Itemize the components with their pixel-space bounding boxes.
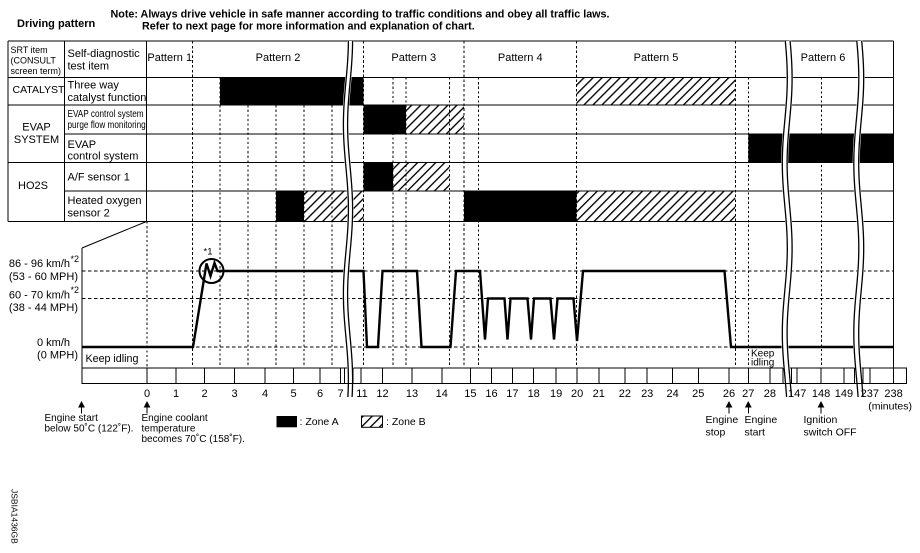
svg-text:Pattern 3: Pattern 3	[391, 52, 436, 64]
svg-text:18: 18	[528, 388, 540, 400]
svg-text:Driving pattern: Driving pattern	[17, 18, 96, 30]
svg-text:24: 24	[666, 388, 678, 400]
svg-text:idling: idling	[751, 358, 774, 369]
svg-text:(38 - 44 MPH): (38 - 44 MPH)	[9, 302, 78, 314]
svg-text:Pattern 6: Pattern 6	[801, 52, 846, 64]
svg-text:Heated oxygen: Heated oxygen	[68, 195, 142, 207]
svg-text:start: start	[745, 427, 766, 439]
svg-text:238: 238	[884, 388, 902, 400]
svg-text:SRT item: SRT item	[11, 45, 48, 55]
svg-text:19: 19	[550, 388, 562, 400]
svg-text:temperature: temperature	[142, 424, 196, 435]
svg-text:CATALYST: CATALYST	[13, 84, 66, 96]
svg-text:Ignition: Ignition	[804, 414, 838, 426]
svg-text:purge flow monitoring: purge flow monitoring	[68, 119, 146, 130]
svg-text:Keep: Keep	[751, 349, 775, 360]
svg-text:JSBIA1436GB: JSBIA1436GB	[10, 489, 20, 544]
svg-text:16: 16	[485, 388, 497, 400]
svg-text:4: 4	[262, 388, 268, 400]
svg-text:60 - 70 km/h: 60 - 70 km/h	[9, 290, 70, 302]
svg-text:: Zone A: : Zone A	[300, 416, 339, 428]
svg-text:12: 12	[376, 388, 388, 400]
svg-text:20: 20	[571, 388, 583, 400]
svg-text:Keep idling: Keep idling	[86, 353, 139, 365]
svg-text:stop: stop	[706, 427, 726, 439]
svg-text:below 50˚C (122˚F).: below 50˚C (122˚F).	[45, 423, 134, 435]
svg-text:14: 14	[436, 388, 448, 400]
svg-text:0 km/h: 0 km/h	[37, 337, 70, 349]
svg-text:Engine: Engine	[745, 414, 778, 426]
svg-text:0: 0	[144, 388, 150, 400]
svg-text:7: 7	[337, 388, 343, 400]
svg-text:Engine: Engine	[706, 414, 739, 426]
svg-text:(CONSULT: (CONSULT	[11, 56, 57, 66]
svg-text:Self-diagnostic: Self-diagnostic	[68, 48, 141, 60]
svg-text:Note: Always drive vehicle in: Note: Always drive vehicle in safe manne…	[111, 9, 610, 21]
svg-text:237: 237	[861, 388, 879, 400]
svg-text:6: 6	[317, 388, 323, 400]
svg-text:(minutes): (minutes)	[868, 401, 912, 413]
svg-text:148: 148	[812, 388, 830, 400]
svg-text:Pattern 2: Pattern 2	[256, 52, 301, 64]
svg-text:EVAP: EVAP	[68, 139, 97, 151]
svg-text:(53 - 60 MPH): (53 - 60 MPH)	[9, 271, 78, 283]
svg-text:23: 23	[641, 388, 653, 400]
svg-text:SYSTEM: SYSTEM	[14, 134, 59, 146]
svg-text:21: 21	[593, 388, 605, 400]
svg-text:17: 17	[506, 388, 518, 400]
svg-text:27: 27	[742, 388, 754, 400]
svg-text:*1: *1	[204, 247, 213, 258]
svg-text:Three way: Three way	[68, 80, 120, 92]
svg-text:A/F sensor 1: A/F sensor 1	[68, 172, 130, 184]
svg-text:22: 22	[619, 388, 631, 400]
svg-text:Pattern 4: Pattern 4	[498, 52, 543, 64]
svg-text:5: 5	[290, 388, 296, 400]
svg-text:HO2S: HO2S	[18, 180, 48, 192]
svg-text:Pattern 5: Pattern 5	[634, 52, 679, 64]
svg-text:1: 1	[173, 388, 179, 400]
svg-text:becomes 70˚C (158˚F).: becomes 70˚C (158˚F).	[142, 433, 245, 445]
svg-text:2: 2	[201, 388, 207, 400]
svg-text:switch OFF: switch OFF	[804, 427, 857, 439]
svg-text:28: 28	[764, 388, 776, 400]
svg-text:15: 15	[464, 388, 476, 400]
svg-text:Engine coolant: Engine coolant	[142, 413, 208, 424]
svg-text:*2: *2	[71, 254, 80, 264]
svg-text:Engine start: Engine start	[45, 413, 99, 424]
svg-text:screen term): screen term)	[11, 66, 62, 76]
svg-text:3: 3	[231, 388, 237, 400]
svg-text:EVAP control system: EVAP control system	[68, 108, 144, 119]
svg-text:test item: test item	[68, 61, 110, 73]
svg-text:: Zone B: : Zone B	[386, 416, 426, 428]
svg-text:Pattern 1: Pattern 1	[147, 52, 192, 64]
svg-text:EVAP: EVAP	[22, 122, 51, 134]
svg-text:147: 147	[788, 388, 806, 400]
svg-text:sensor 2: sensor 2	[68, 208, 110, 220]
svg-text:catalyst function: catalyst function	[68, 92, 147, 104]
svg-text:Refer to next page for more in: Refer to next page for more information …	[142, 21, 475, 33]
svg-text:25: 25	[692, 388, 704, 400]
svg-text:149: 149	[835, 388, 853, 400]
svg-text:26: 26	[723, 388, 735, 400]
svg-text:11: 11	[356, 388, 367, 400]
svg-text:13: 13	[406, 388, 418, 400]
svg-text:86 - 96 km/h: 86 - 96 km/h	[9, 258, 70, 270]
svg-text:(0 MPH): (0 MPH)	[37, 350, 78, 362]
svg-text:control system: control system	[68, 151, 139, 163]
svg-text:*2: *2	[71, 285, 80, 295]
